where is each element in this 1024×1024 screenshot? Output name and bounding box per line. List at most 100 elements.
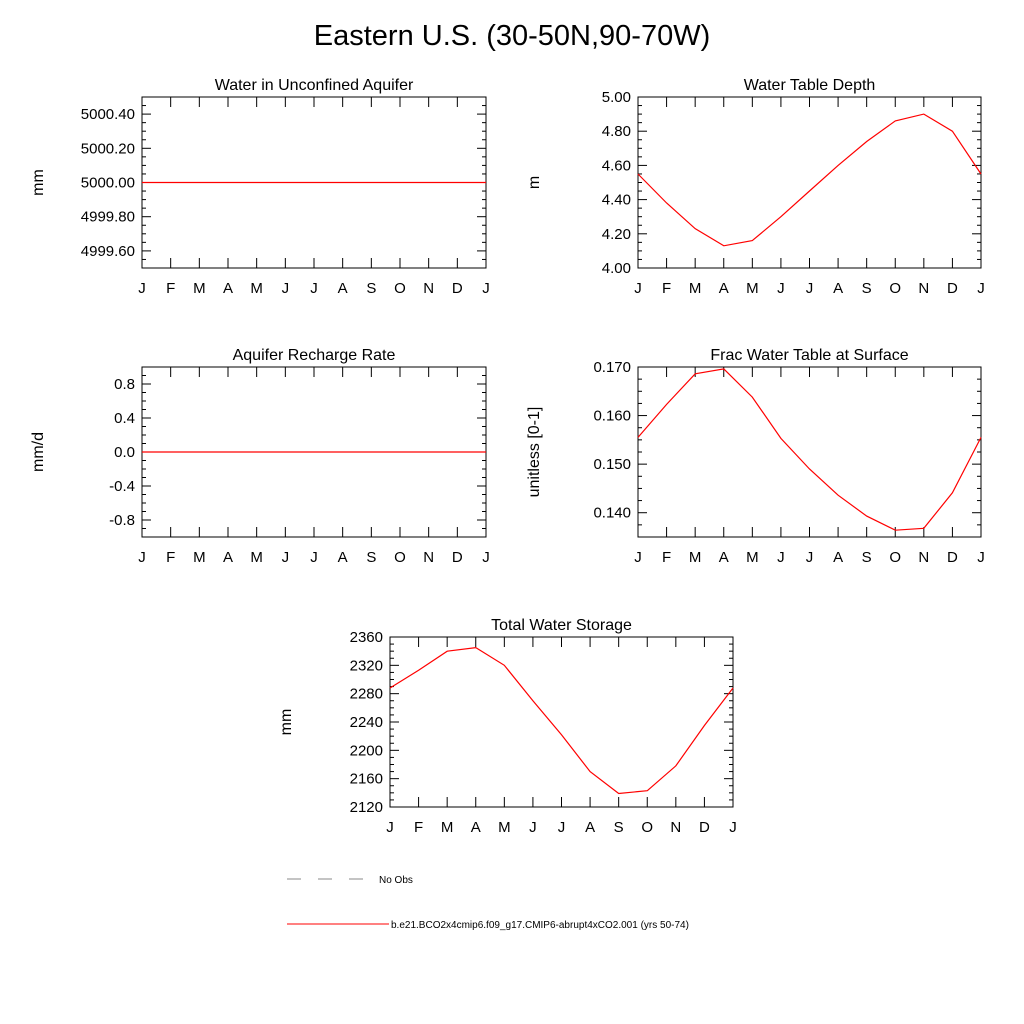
y-tick-label: 2120 — [350, 799, 383, 816]
x-tick-label: S — [862, 280, 872, 297]
x-tick-label: A — [338, 549, 348, 566]
x-tick-label: J — [138, 280, 146, 297]
x-tick-label: M — [250, 549, 263, 566]
x-tick-label: F — [662, 549, 671, 566]
x-tick-label: A — [223, 280, 233, 297]
x-tick-label: A — [719, 549, 729, 566]
x-tick-label: D — [452, 280, 463, 297]
x-tick-label: J — [634, 280, 642, 297]
plot-frame — [389, 636, 734, 808]
y-axis-label: mm — [30, 169, 47, 196]
x-tick-label: J — [977, 280, 985, 297]
x-tick-label: F — [414, 819, 423, 836]
y-tick-label: 2360 — [350, 629, 383, 646]
y-tick-label: 2160 — [350, 771, 383, 788]
x-tick-label: N — [670, 819, 681, 836]
x-tick-label: O — [394, 549, 406, 566]
chart-panels: J F M A M J J A S O N D J4999.604999.805000.005000.2… — [30, 77, 985, 836]
chart-title: Aquifer Recharge Rate — [233, 347, 396, 364]
x-tick-label: A — [833, 549, 843, 566]
chart-title: Water in Unconfined Aquifer — [215, 77, 414, 94]
x-tick-label: J — [806, 280, 814, 297]
x-tick-label: D — [947, 549, 958, 566]
y-tick-label: -0.8 — [109, 512, 135, 529]
x-tick-label: M — [441, 819, 454, 836]
chart-panel-5: J F M A M J J A S O N D J212021602200224022802320236… — [278, 617, 737, 836]
x-tick-label: N — [423, 280, 434, 297]
y-tick-label: 2320 — [350, 657, 383, 674]
y-tick-label: 4.40 — [602, 192, 631, 209]
x-tick-label: A — [223, 549, 233, 566]
y-tick-label: 2200 — [350, 742, 383, 759]
x-tick-label: J — [310, 549, 318, 566]
y-tick-label: 4.00 — [602, 260, 631, 277]
y-tick-label: 5000.40 — [81, 106, 135, 123]
x-tick-label: D — [947, 280, 958, 297]
x-tick-label: J — [977, 549, 985, 566]
x-tick-label: F — [166, 549, 175, 566]
x-tick-label: M — [193, 549, 206, 566]
y-tick-label: 0.150 — [593, 456, 631, 473]
x-tick-label: A — [719, 280, 729, 297]
y-tick-label: 0.0 — [114, 444, 135, 461]
x-tick-label: J — [529, 819, 537, 836]
x-tick-label: J — [777, 549, 785, 566]
series-line — [389, 646, 734, 795]
x-tick-label: S — [366, 280, 376, 297]
plot-frame — [637, 366, 982, 538]
x-tick-label: J — [310, 280, 318, 297]
y-tick-label: 4999.60 — [81, 243, 135, 260]
y-axis-label: m — [526, 176, 543, 189]
x-tick-label: N — [423, 549, 434, 566]
chart-panel-2: J F M A M J J A S O N D J4.004.204.404.604.805.00Wat… — [526, 77, 985, 297]
x-tick-label: J — [282, 549, 290, 566]
x-tick-label: M — [746, 549, 759, 566]
y-tick-label: 2280 — [350, 686, 383, 703]
chart-title: Water Table Depth — [744, 77, 876, 94]
y-tick-label: 4999.80 — [81, 209, 135, 226]
x-tick-label: A — [338, 280, 348, 297]
x-tick-label: M — [689, 549, 702, 566]
x-tick-label: M — [498, 819, 511, 836]
figure-title: Eastern U.S. (30-50N,90-70W) — [313, 20, 711, 52]
chart-title: Total Water Storage — [491, 617, 632, 634]
y-tick-label: 0.8 — [114, 376, 135, 393]
y-tick-label: 4.20 — [602, 226, 631, 243]
x-tick-label: J — [777, 280, 785, 297]
x-tick-label: N — [918, 280, 929, 297]
x-tick-label: J — [282, 280, 290, 297]
legend-model-label: b.e21.BCO2x4cmip6.f09_g17.CMIP6-abrupt4x… — [391, 920, 689, 931]
y-tick-label: -0.4 — [109, 478, 135, 495]
series-line — [637, 113, 982, 247]
x-tick-label: J — [138, 549, 146, 566]
chart-title: Frac Water Table at Surface — [710, 347, 908, 364]
x-tick-label: O — [889, 549, 901, 566]
y-tick-label: 2240 — [350, 714, 383, 731]
y-axis-label: mm/d — [30, 432, 47, 472]
series-line — [637, 368, 982, 531]
x-tick-label: J — [482, 549, 490, 566]
x-tick-label: O — [889, 280, 901, 297]
y-axis-label: mm — [278, 709, 295, 736]
x-tick-label: N — [918, 549, 929, 566]
x-tick-label: F — [166, 280, 175, 297]
x-tick-label: O — [641, 819, 653, 836]
x-tick-label: J — [558, 819, 566, 836]
x-tick-label: A — [833, 280, 843, 297]
x-tick-label: F — [662, 280, 671, 297]
y-tick-label: 0.160 — [593, 408, 631, 425]
y-axis-label: unitless [0-1] — [526, 407, 543, 498]
x-tick-label: S — [614, 819, 624, 836]
x-tick-label: A — [585, 819, 595, 836]
legend-obs-label: No Obs — [379, 875, 413, 886]
x-tick-label: J — [806, 549, 814, 566]
x-tick-label: M — [689, 280, 702, 297]
x-tick-label: J — [482, 280, 490, 297]
y-tick-label: 5000.20 — [81, 140, 135, 157]
legend: No Obs b.e21.BCO2x4cmip6.f09_g17.CMIP6-a… — [287, 875, 689, 931]
x-tick-label: S — [862, 549, 872, 566]
x-tick-label: J — [729, 819, 737, 836]
y-tick-label: 0.170 — [593, 359, 631, 376]
